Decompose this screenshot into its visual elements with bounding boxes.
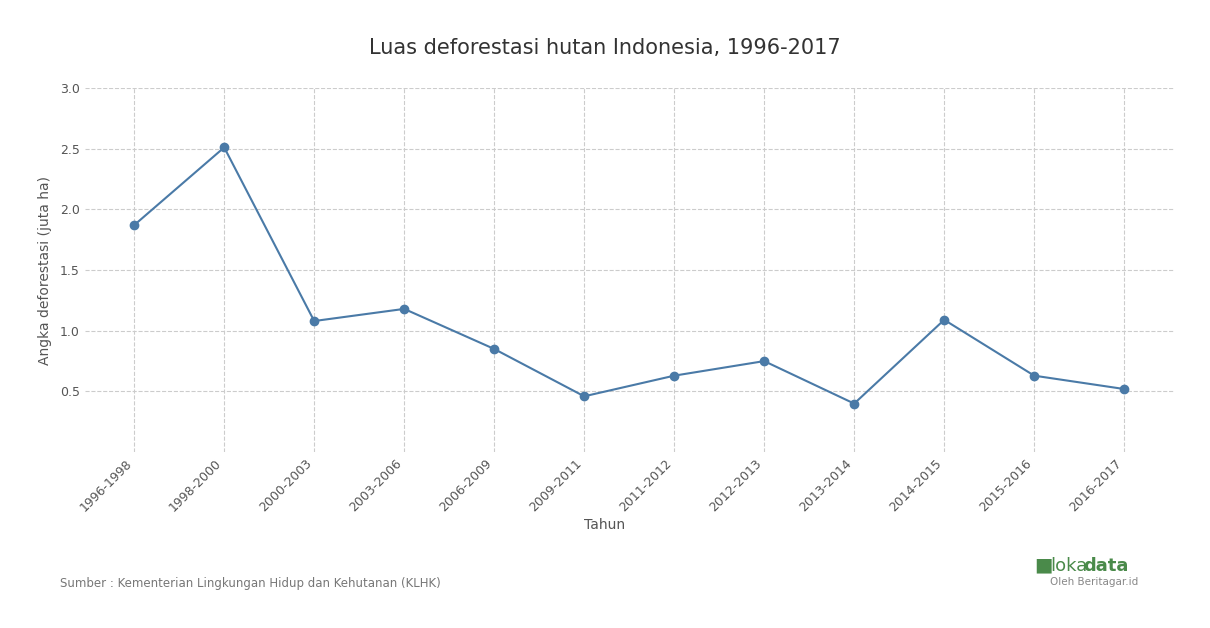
- Text: Luas deforestasi hutan Indonesia, 1996-2017: Luas deforestasi hutan Indonesia, 1996-2…: [369, 38, 841, 58]
- Y-axis label: Angka deforestasi (juta ha): Angka deforestasi (juta ha): [38, 176, 52, 364]
- Text: ■: ■: [1035, 556, 1053, 575]
- Text: Sumber : Kementerian Lingkungan Hidup dan Kehutanan (KLHK): Sumber : Kementerian Lingkungan Hidup da…: [60, 577, 442, 590]
- Text: loka: loka: [1050, 556, 1088, 575]
- Text: Oleh Beritagar.id: Oleh Beritagar.id: [1050, 577, 1139, 587]
- Text: data: data: [1083, 556, 1128, 575]
- Text: Tahun: Tahun: [584, 518, 626, 532]
